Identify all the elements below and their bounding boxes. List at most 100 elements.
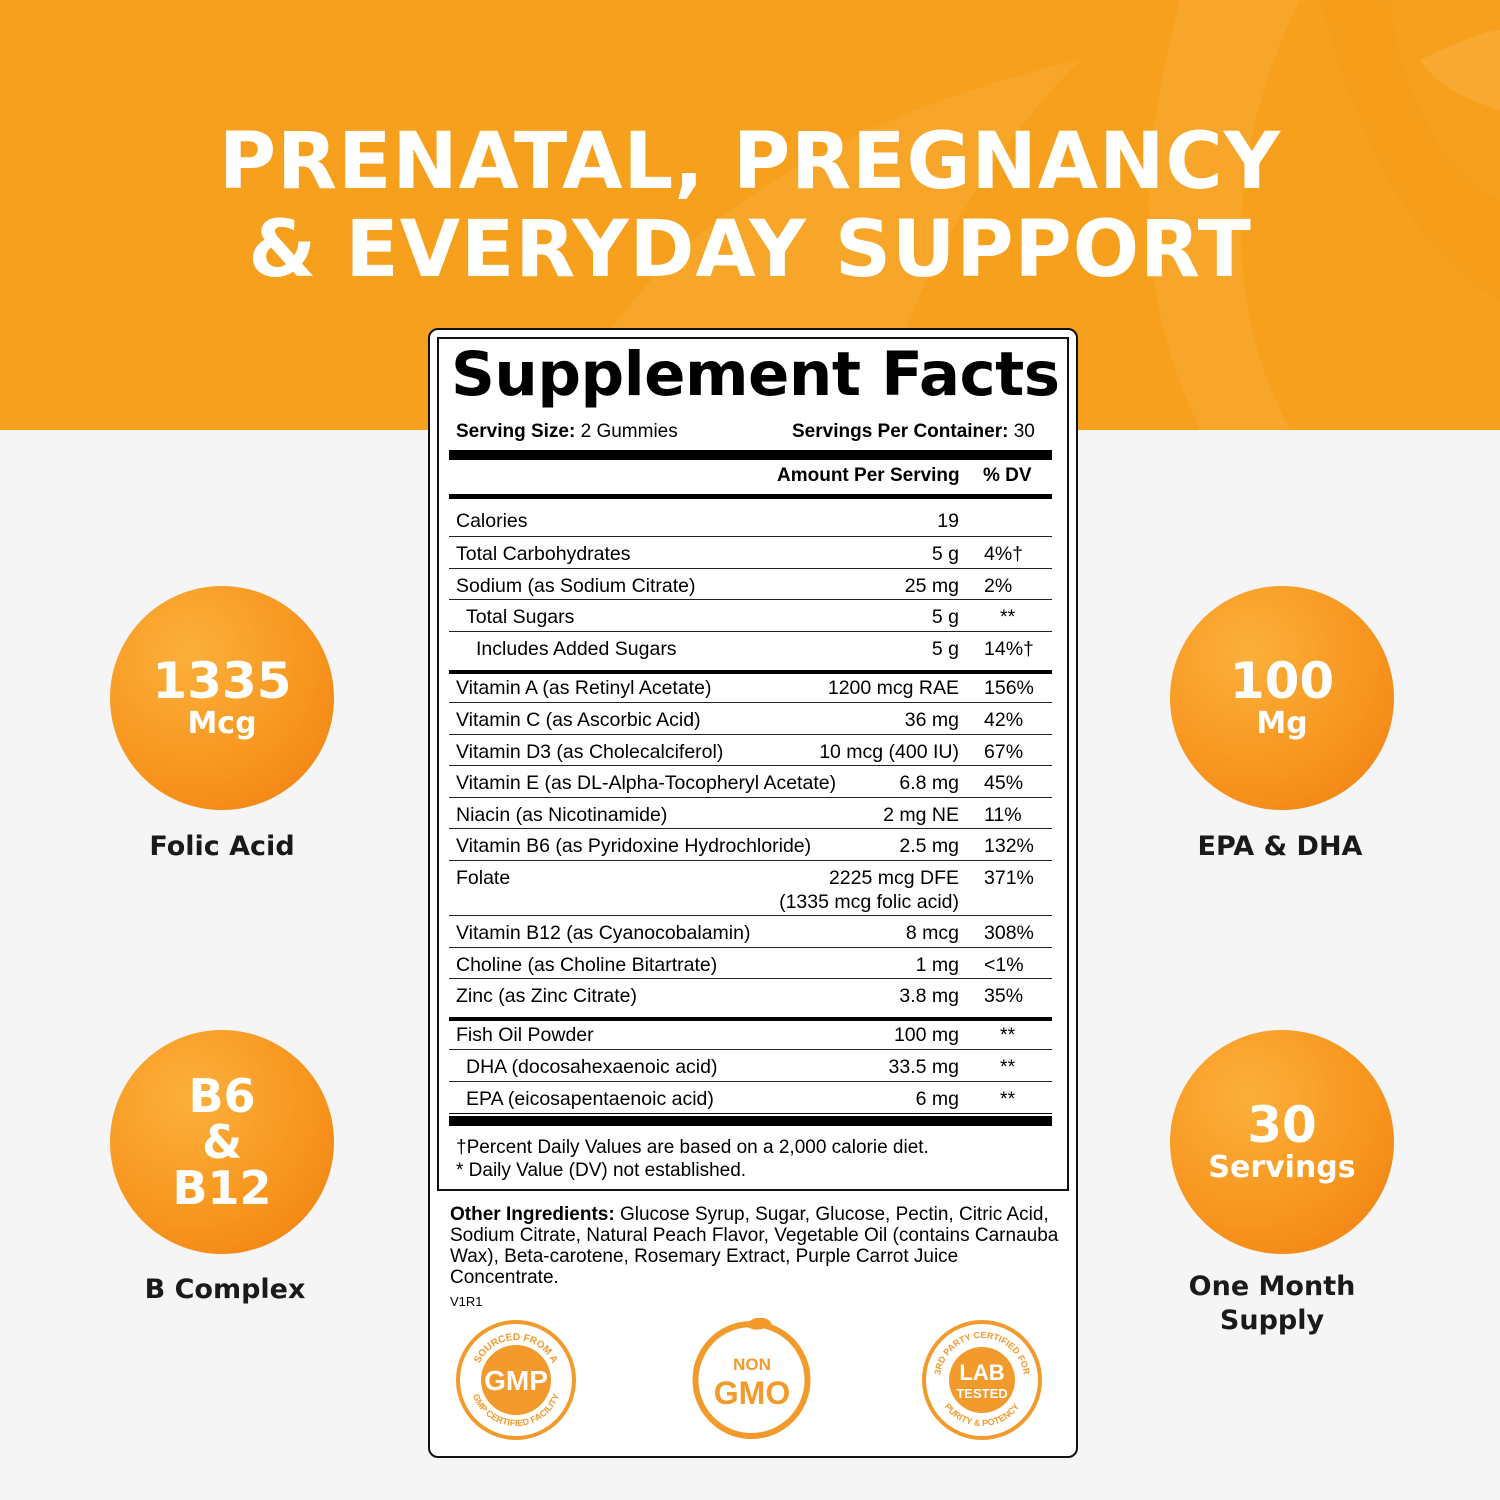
gmp-seal-icon: SOURCED FROM A GMP CERTIFIED FACILITY GM…: [456, 1320, 576, 1440]
epa-dha-amount: 100: [1229, 652, 1335, 710]
servings-per-container-value: 30: [1013, 421, 1035, 442]
nutrient-amount: 10 mcg (400 IU): [819, 741, 959, 763]
other-ingredients-line-4: Concentrate.: [450, 1267, 559, 1288]
nutrient-row: Calories 19: [449, 504, 1052, 536]
nutrient-amount: 3.8 mg: [899, 985, 959, 1007]
nutrient-name: Zinc (as Zinc Citrate): [456, 985, 637, 1007]
nutrient-name: Vitamin B6 (as Pyridoxine Hydrochloride): [456, 835, 812, 857]
nutrient-name: EPA (eicosapentaenoic acid): [466, 1088, 714, 1110]
servings-count: 30: [1247, 1096, 1317, 1154]
other-ingredients-label: Other Ingredients:: [450, 1204, 615, 1225]
servings-unit: Servings: [1208, 1150, 1356, 1185]
folic-acid-amount: 1335: [152, 652, 292, 710]
caption-line-2: Supply: [1219, 1305, 1325, 1336]
nutrient-dv: 42%: [984, 709, 1024, 731]
nutrient-name: Vitamin A (as Retinyl Acetate): [456, 677, 712, 699]
lab-seal-text: LAB: [959, 1360, 1004, 1385]
non-gmo-seal-icon: NON GMO: [692, 1318, 811, 1439]
nutrient-name: Fish Oil Powder: [456, 1024, 594, 1046]
servings-badge: 30 Servings: [1170, 1030, 1394, 1254]
nutrient-amount: 5 g: [931, 638, 959, 660]
nutrient-amount: 1200 mcg RAE: [827, 677, 959, 699]
nutrient-row: Sodium (as Sodium Citrate) 25 mg 2%: [449, 568, 1052, 600]
nutrient-amount: 100 mg: [893, 1024, 959, 1046]
nutrient-dv: 35%: [984, 985, 1024, 1007]
other-ingredients-line-2: Sodium Citrate, Natural Peach Flavor, Ve…: [450, 1225, 1059, 1246]
row-divider: [449, 1113, 1052, 1114]
footnote-dv: * Daily Value (DV) not established.: [456, 1160, 747, 1181]
folic-acid-unit: Mcg: [187, 706, 257, 741]
thick-divider: [449, 450, 1052, 460]
nutrient-dv: **: [1000, 1056, 1016, 1078]
ampersand-label: &: [201, 1115, 243, 1169]
nutrient-row: Vitamin E (as DL-Alpha-Tocopheryl Acetat…: [449, 765, 1052, 798]
leaf-icon: [746, 1318, 772, 1330]
supplement-facts-label-border: [437, 337, 1069, 1191]
servings-per-container: Servings Per Container: 30: [792, 420, 1035, 444]
tested-seal-text: TESTED: [956, 1386, 1007, 1401]
nutrient-dv: 156%: [984, 677, 1034, 699]
headline: PRENATAL, PREGNANCY & EVERYDAY SUPPORT: [0, 118, 1500, 294]
nutrient-row: Includes Added Sugars 5 g 14%†: [449, 631, 1052, 664]
b6-label: B6: [188, 1069, 256, 1123]
other-ingredients-line-1: Glucose Syrup, Sugar, Glucose, Pectin, C…: [614, 1204, 1049, 1225]
nutrient-row: Vitamin B12 (as Cyanocobalamin) 8 mcg 308%: [449, 915, 1052, 948]
caption-line-1: One Month: [1188, 1271, 1356, 1302]
nutrient-row: Vitamin A (as Retinyl Acetate) 1200 mcg R…: [449, 670, 1052, 706]
nutrient-row: Vitamin D3 (as Cholecalciferol) 10 mcg (4…: [449, 734, 1052, 766]
b-complex-caption: B Complex: [144, 1274, 306, 1305]
nutrient-amount: 1 mg: [915, 954, 959, 976]
serving-size-value: 2 Gummies: [580, 421, 678, 442]
nutrient-row: DHA (docosahexaenoic acid) 33.5 mg **: [449, 1049, 1052, 1082]
folic-acid-badge: 1335 Mcg: [110, 586, 334, 810]
one-month-supply-caption: One Month Supply: [1122, 1270, 1422, 1338]
epa-dha-caption: EPA & DHA: [1197, 831, 1363, 862]
nutrient-dv: 371%: [984, 867, 1034, 889]
nutrient-row: EPA (eicosapentaenoic acid) 6 mg **: [449, 1081, 1052, 1114]
b12-label: B12: [172, 1161, 272, 1215]
nutrient-dv: 67%: [984, 741, 1024, 763]
nutrient-row: Fish Oil Powder 100 mg **: [449, 1017, 1052, 1053]
nutrient-row: Vitamin C (as Ascorbic Acid) 36 mg 42%: [449, 702, 1052, 735]
nutrient-name: Folate: [456, 867, 511, 889]
nutrient-name: Choline (as Choline Bitartrate): [456, 954, 718, 976]
serving-size: Serving Size: 2 Gummies: [456, 420, 678, 444]
nutrient-name: Includes Added Sugars: [476, 638, 677, 660]
nutrient-amount: 36 mg: [904, 709, 959, 731]
nutrient-name: Vitamin B12 (as Cyanocobalamin): [456, 922, 751, 944]
amount-per-serving-header: Amount Per Serving: [777, 465, 960, 486]
nutrient-dv: 11%: [984, 804, 1022, 826]
gmp-seal-text: GMP: [484, 1365, 548, 1396]
nutrient-row: Total Carbohydrates 5 g 4%†: [449, 536, 1052, 569]
nutrient-amount: 5 g: [931, 606, 959, 628]
nutrient-dv: 308%: [984, 922, 1034, 944]
headline-line-1: PRENATAL, PREGNANCY: [218, 117, 1282, 207]
nutrient-amount: 2 mg NE: [883, 804, 959, 826]
nutrient-amount-detail: (1335 mcg folic acid): [779, 891, 959, 913]
nutrient-row: Choline (as Choline Bitartrate) 1 mg <1%: [449, 947, 1052, 979]
nutrient-amount: 6 mg: [915, 1088, 959, 1110]
nutrient-row: Zinc (as Zinc Citrate) 3.8 mg 35%: [449, 978, 1052, 1011]
nutrient-name: Sodium (as Sodium Citrate): [456, 575, 696, 597]
medium-divider: [449, 494, 1052, 499]
nutrient-dv: 14%†: [984, 638, 1034, 660]
nutrient-amount: 19: [937, 510, 959, 532]
nutrient-amount: 25 mg: [904, 575, 959, 597]
bottom-thick-divider: [449, 1116, 1052, 1126]
nutrient-amount: 33.5 mg: [888, 1056, 959, 1078]
nutrient-dv: **: [1000, 1024, 1016, 1046]
b-complex-badge: B6 & B12: [110, 1030, 334, 1254]
nutrient-dv: 2%: [984, 575, 1013, 597]
supplement-facts-panel: [428, 328, 1078, 1458]
nutrient-name: Vitamin E (as DL-Alpha-Tocopheryl Acetat…: [456, 772, 837, 794]
serving-size-label: Serving Size:: [456, 421, 576, 442]
folic-acid-caption: Folic Acid: [149, 831, 295, 862]
nutrient-row: Folate 2225 mcg DFE 371% (1335 mcg folic ac…: [449, 860, 1052, 916]
non-gmo-bottom-text: GMO: [714, 1375, 790, 1411]
nutrient-amount: 2225 mcg DFE: [828, 867, 959, 889]
dv-header: % DV: [983, 465, 1032, 486]
nutrient-dv: 132%: [984, 835, 1034, 857]
nutrient-dv: **: [1000, 1088, 1016, 1110]
lab-tested-seal-icon: 3RD PARTY CERTIFIED FOR PURITY & POTENCY…: [922, 1320, 1042, 1440]
nutrient-dv: 4%†: [984, 543, 1024, 565]
